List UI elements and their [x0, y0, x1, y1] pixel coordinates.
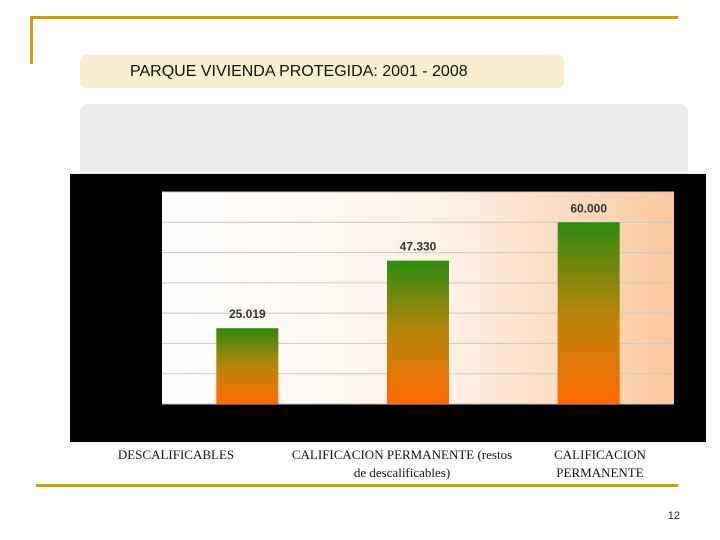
data-label-2: 47.330	[400, 240, 437, 254]
category-label-line: DESCALIFICABLES	[117, 447, 235, 462]
top-accent-line	[30, 16, 678, 19]
category-label-2: CALIFICACION PERMANENTE (restos de descal…	[262, 446, 542, 482]
bar-2	[387, 260, 449, 404]
data-labels: 25.019 47.330 60.000	[229, 201, 607, 321]
category-label-1: DESCALIFICABLES	[96, 446, 256, 464]
bottom-accent-line	[36, 484, 678, 487]
category-label-line: CALIFICACION PERMANENTE (restos	[291, 447, 513, 462]
category-label-3: CALIFICACION PERMANENTE	[530, 446, 670, 482]
left-accent-line	[30, 16, 33, 64]
category-label-line: CALIFICACION	[554, 447, 646, 462]
bar-3	[557, 222, 620, 404]
data-label-3: 60.000	[570, 201, 607, 215]
bars	[216, 222, 620, 404]
title-box	[80, 55, 564, 88]
category-label-line: de descalificables)	[353, 465, 451, 480]
bar-1	[216, 328, 279, 404]
slide-title: PARQUE VIVIENDA PROTEGIDA: 2001 - 2008	[130, 63, 468, 80]
category-label-line: PERMANENTE	[556, 465, 644, 480]
page-number: 12	[667, 510, 680, 522]
data-label-1: 25.019	[229, 307, 266, 321]
